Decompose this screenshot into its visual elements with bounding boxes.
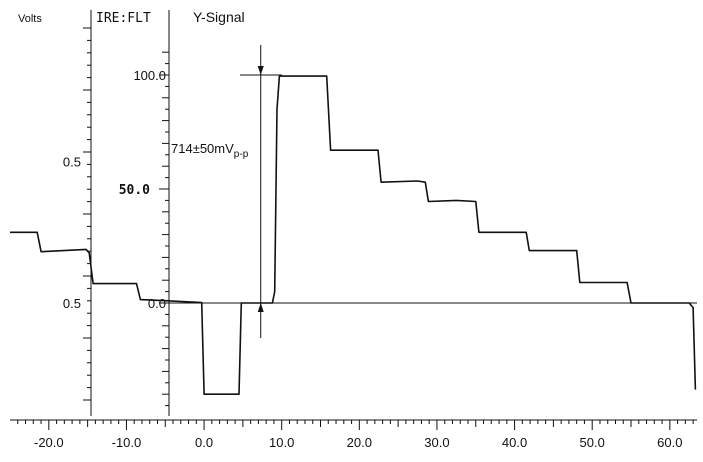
ire-axis-title: IRE:FLT	[96, 11, 151, 26]
volts-label: 0.5	[63, 296, 81, 311]
signal-trace	[10, 75, 697, 395]
x-tick-label: 50.0	[580, 435, 605, 450]
x-tick-label: 20.0	[347, 435, 372, 450]
annotation-subscript: p-p	[234, 149, 249, 160]
arrow-down-icon	[257, 66, 264, 75]
annotation-main-text: 714±50mV	[171, 141, 234, 156]
axis-labels: -20.0 -10.0 0.0 10.0 20.0 30.0 40.0 50.0 60.0 Vol…	[18, 9, 682, 450]
x-tick-label: 30.0	[424, 435, 449, 450]
amplitude-annotation: 714±50mVp-p	[171, 45, 264, 338]
ire-label: 50.0	[119, 183, 150, 198]
volts-label: 0.5	[63, 155, 81, 170]
chart-frame	[10, 10, 697, 421]
annotation-label: 714±50mVp-p	[171, 141, 249, 160]
ire-label: 100.0	[133, 68, 166, 83]
tick-marks	[17, 27, 694, 430]
x-tick-label: 10.0	[269, 435, 294, 450]
x-tick-label: -10.0	[112, 435, 142, 450]
x-tick-label: -20.0	[34, 435, 64, 450]
volts-axis-title: Volts	[18, 13, 42, 25]
arrow-up-icon	[257, 303, 264, 312]
x-tick-label: 0.0	[195, 435, 213, 450]
signal-trace-group	[10, 75, 697, 395]
chart-title: Y-Signal	[193, 9, 245, 25]
ire-label: 0.0	[148, 296, 166, 311]
x-tick-label: 40.0	[502, 435, 527, 450]
x-tick-label: 60.0	[657, 435, 682, 450]
